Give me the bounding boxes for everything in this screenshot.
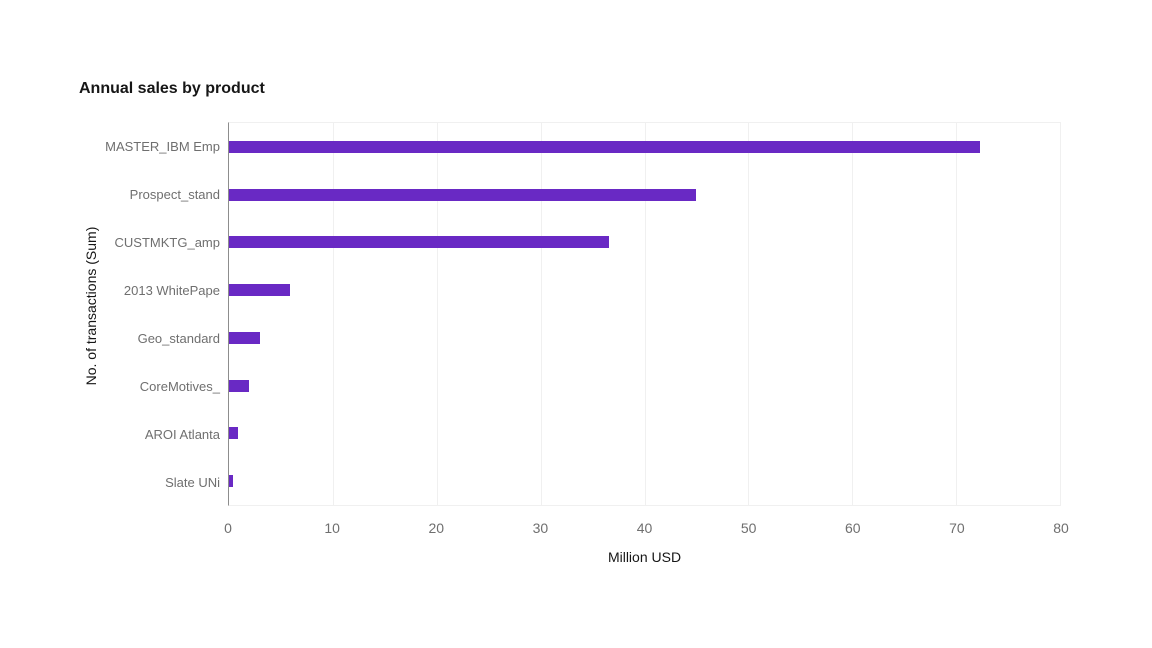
category-label: Prospect_stand [129, 186, 220, 202]
category-row: MASTER_IBM Emp [0, 122, 220, 170]
gridline [540, 123, 542, 505]
bar-row [229, 266, 1060, 314]
gridline [436, 123, 438, 505]
x-tick-label: 70 [949, 520, 965, 536]
x-tick-label: 10 [324, 520, 340, 536]
category-row: Geo_standard [0, 314, 220, 362]
category-label: 2013 WhitePape [123, 282, 220, 298]
category-row: AROI Atlanta [0, 410, 220, 458]
category-label: MASTER_IBM Emp [105, 138, 220, 154]
y-axis-category-labels: MASTER_IBM Emp Prospect_stand CUSTMKTG_amp… [0, 122, 220, 506]
bar[interactable] [229, 236, 610, 249]
bar-row [229, 314, 1060, 362]
x-tick-label: 50 [740, 520, 757, 536]
gridlines [229, 123, 1060, 505]
bar[interactable] [229, 140, 981, 153]
gridline [748, 123, 750, 505]
bar-row [229, 457, 1060, 505]
x-axis-tick-labels: 0 10 20 30 40 50 60 70 80 [224, 520, 1069, 536]
gridline [332, 123, 334, 505]
bar-row [229, 123, 1060, 171]
gridline [956, 123, 958, 505]
bar[interactable] [229, 284, 291, 297]
gridline [852, 123, 854, 505]
bar[interactable] [229, 188, 697, 201]
x-tick-label: 60 [844, 520, 861, 536]
bars [229, 123, 1060, 505]
bar-row [229, 362, 1060, 410]
x-axis-title: Million USD [607, 549, 682, 565]
bar-row [229, 171, 1060, 219]
x-tick-label: 0 [224, 520, 232, 536]
bar-row [229, 219, 1060, 267]
bar-row [229, 410, 1060, 458]
category-row: CUSTMKTG_amp [0, 218, 220, 266]
category-label: CUSTMKTG_amp [114, 234, 220, 250]
gridline [644, 123, 646, 505]
plot-area [228, 122, 1061, 506]
bar[interactable] [229, 331, 261, 344]
x-tick-label: 30 [532, 520, 549, 536]
x-tick-label: 40 [636, 520, 653, 536]
x-tick-label: 20 [428, 520, 445, 536]
category-row: 2013 WhitePape [0, 266, 220, 314]
category-label: Geo_standard [137, 330, 220, 346]
x-tick-label: 80 [1053, 520, 1069, 536]
chart-title: Annual sales by product [79, 80, 265, 97]
bar[interactable] [229, 379, 249, 392]
category-row: Slate UNi [0, 458, 220, 506]
category-row: CoreMotives_ [0, 362, 220, 410]
bar[interactable] [229, 427, 239, 440]
bar[interactable] [229, 475, 234, 488]
category-label: AROI Atlanta [144, 426, 220, 442]
category-label: CoreMotives_ [139, 378, 220, 394]
category-row: Prospect_stand [0, 170, 220, 218]
category-label: Slate UNi [165, 474, 220, 490]
